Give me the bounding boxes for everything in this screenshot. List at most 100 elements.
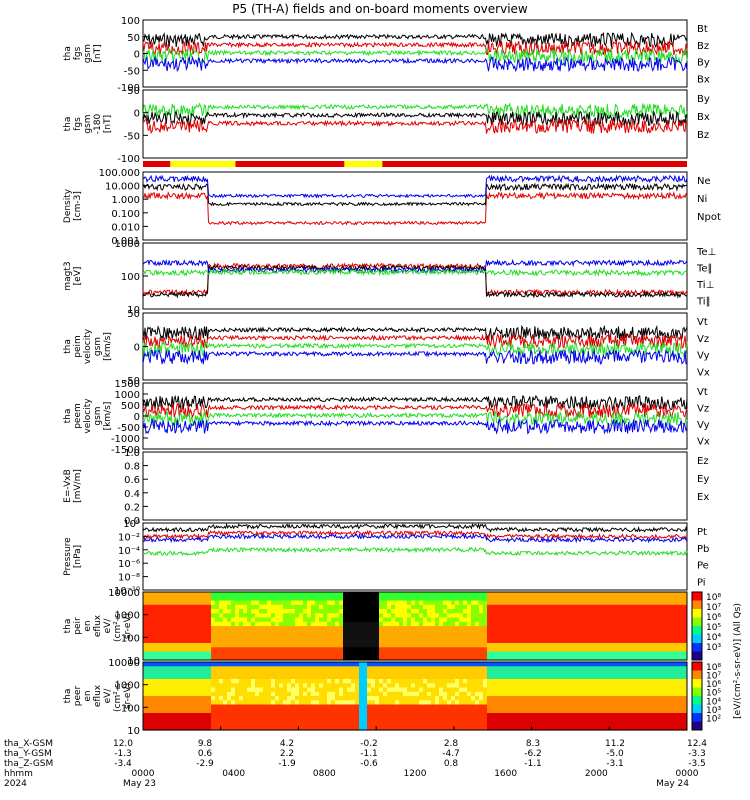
spectrogram-cell	[311, 592, 316, 597]
spectrogram-cell	[287, 647, 292, 653]
spectrogram-cell	[215, 679, 220, 684]
spectrogram-cell	[587, 674, 592, 680]
spectrogram-cell	[363, 725, 368, 731]
ephemeris-value-Z: 0.8	[444, 759, 459, 769]
spectrogram-cell	[375, 691, 380, 697]
spectrogram-cell	[335, 634, 340, 640]
spectrogram-cell	[399, 609, 404, 614]
spectrogram-cell	[339, 630, 344, 636]
spectrogram-cell	[395, 662, 400, 667]
spectrogram-cell	[187, 638, 192, 644]
spectrogram-cell	[615, 704, 620, 710]
spectrogram-cell	[467, 609, 472, 614]
spectrogram-cell	[415, 604, 420, 610]
spectrogram-cell	[607, 613, 612, 619]
spectrogram-cell	[343, 662, 348, 667]
spectrogram-cell	[195, 643, 200, 648]
quality-bar-yellow	[170, 161, 236, 167]
spectrogram-cell	[323, 647, 328, 653]
spectrogram-cell	[271, 670, 276, 676]
spectrogram-cell	[651, 717, 656, 723]
spectrogram-cell	[207, 613, 212, 619]
spectrogram-cell	[611, 609, 616, 614]
spectrogram-cell	[507, 638, 512, 644]
spectrogram-cell	[275, 713, 280, 718]
spectrogram-cell	[579, 617, 584, 623]
y-tick-label: -1500	[111, 445, 140, 456]
spectrogram-cell	[315, 604, 320, 610]
spectrogram-cell	[603, 691, 608, 697]
spectrogram-cell	[179, 674, 184, 680]
spectrogram-cell	[263, 638, 268, 644]
spectrogram-cell	[559, 717, 564, 723]
spectrogram-cell	[163, 721, 168, 727]
spectrogram-cell	[295, 687, 300, 693]
spectrogram-cell	[471, 691, 476, 697]
spectrogram-cell	[639, 713, 644, 718]
spectrogram-cell	[575, 621, 580, 627]
spectrogram-cell	[187, 630, 192, 636]
spectrogram-cell	[459, 634, 464, 640]
spectrogram-cell	[335, 691, 340, 697]
spectrogram-cell	[155, 651, 160, 657]
spectrogram-cell	[507, 634, 512, 640]
spectrogram-cell	[631, 713, 636, 718]
spectrogram-cell	[391, 717, 396, 723]
spectrogram-cell	[679, 700, 684, 706]
spectrogram-cell	[671, 691, 676, 697]
spectrogram-cell	[623, 626, 628, 631]
spectrogram-cell	[599, 621, 604, 627]
spectrogram-cell	[647, 666, 652, 672]
spectrogram-cell	[471, 621, 476, 627]
spectrogram-cell	[327, 704, 332, 710]
spectrogram-cell	[559, 638, 564, 644]
spectrogram-cell	[367, 674, 372, 680]
spectrogram-cell	[619, 683, 624, 689]
spectrogram-cell	[487, 679, 492, 684]
spectrogram-cell	[475, 679, 480, 684]
spectrogram-cell	[379, 592, 384, 597]
colorbar-tick: 10⁵	[706, 623, 721, 633]
spectrogram-cell	[439, 655, 444, 661]
spectrogram-cell	[527, 613, 532, 619]
spectrogram-cell	[631, 666, 636, 672]
spectrogram-cell	[219, 626, 224, 631]
spectrogram-cell	[199, 592, 204, 597]
spectrogram-cell	[411, 696, 416, 701]
spectrogram-cell	[655, 704, 660, 710]
spectrogram-cell	[567, 647, 572, 653]
spectrogram-cell	[487, 638, 492, 644]
spectrogram-cell	[659, 725, 664, 731]
spectrogram-cell	[639, 643, 644, 648]
spectrogram-cell	[407, 604, 412, 610]
spectrogram-cell	[199, 630, 204, 636]
spectrogram-cell	[511, 638, 516, 644]
y-tick-label: 0.001	[111, 236, 140, 247]
spectrogram-cell	[671, 713, 676, 718]
spectrogram-cell	[683, 662, 688, 667]
spectrogram-cell	[679, 721, 684, 727]
spectrogram-cell	[147, 651, 152, 657]
spectrogram-cell	[551, 643, 556, 648]
spectrogram-cell	[535, 674, 540, 680]
spectrogram-cell	[347, 721, 352, 727]
spectrogram-cell	[495, 655, 500, 661]
spectrogram-cell	[623, 604, 628, 610]
spectrogram-cell	[251, 704, 256, 710]
spectrogram-cell	[311, 670, 316, 676]
spectrogram-cell	[431, 725, 436, 731]
spectrogram-cell	[299, 679, 304, 684]
spectrogram-cell	[379, 617, 384, 623]
spectrogram-cell	[435, 592, 440, 597]
spectrogram-cell	[235, 717, 240, 723]
spectrogram-cell	[355, 630, 360, 636]
spectrogram-cell	[671, 670, 676, 676]
spectrogram-cell	[339, 621, 344, 627]
spectrogram-cell	[351, 674, 356, 680]
spectrogram-cell	[519, 655, 524, 661]
spectrogram-cell	[151, 704, 156, 710]
spectrogram-cell	[643, 662, 648, 667]
spectrogram-cell	[351, 643, 356, 648]
panel-frame	[142, 451, 688, 521]
spectrogram-cell	[447, 592, 452, 597]
